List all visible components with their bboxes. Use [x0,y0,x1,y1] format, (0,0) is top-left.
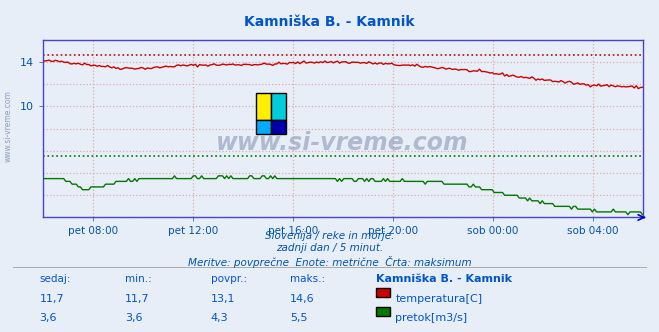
Text: 11,7: 11,7 [40,294,64,304]
Text: 4,3: 4,3 [211,313,229,323]
Text: Meritve: povprečne  Enote: metrične  Črta: maksimum: Meritve: povprečne Enote: metrične Črta:… [188,256,471,268]
Text: 3,6: 3,6 [125,313,143,323]
FancyBboxPatch shape [271,120,286,134]
FancyBboxPatch shape [256,120,271,134]
Text: 3,6: 3,6 [40,313,57,323]
Text: 11,7: 11,7 [125,294,150,304]
Text: Kamniška B. - Kamnik: Kamniška B. - Kamnik [376,274,511,284]
Text: sedaj:: sedaj: [40,274,71,284]
Text: maks.:: maks.: [290,274,325,284]
Text: 13,1: 13,1 [211,294,235,304]
Text: povpr.:: povpr.: [211,274,247,284]
Text: Kamniška B. - Kamnik: Kamniška B. - Kamnik [244,15,415,29]
Text: zadnji dan / 5 minut.: zadnji dan / 5 minut. [276,243,383,253]
Text: Slovenija / reke in morje.: Slovenija / reke in morje. [265,231,394,241]
FancyBboxPatch shape [256,93,271,120]
Text: temperatura[C]: temperatura[C] [395,294,482,304]
Text: pretok[m3/s]: pretok[m3/s] [395,313,467,323]
Text: www.si-vreme.com: www.si-vreme.com [216,131,469,155]
Text: 14,6: 14,6 [290,294,314,304]
FancyBboxPatch shape [271,93,286,120]
Text: 5,5: 5,5 [290,313,308,323]
Text: min.:: min.: [125,274,152,284]
Text: www.si-vreme.com: www.si-vreme.com [3,90,13,162]
